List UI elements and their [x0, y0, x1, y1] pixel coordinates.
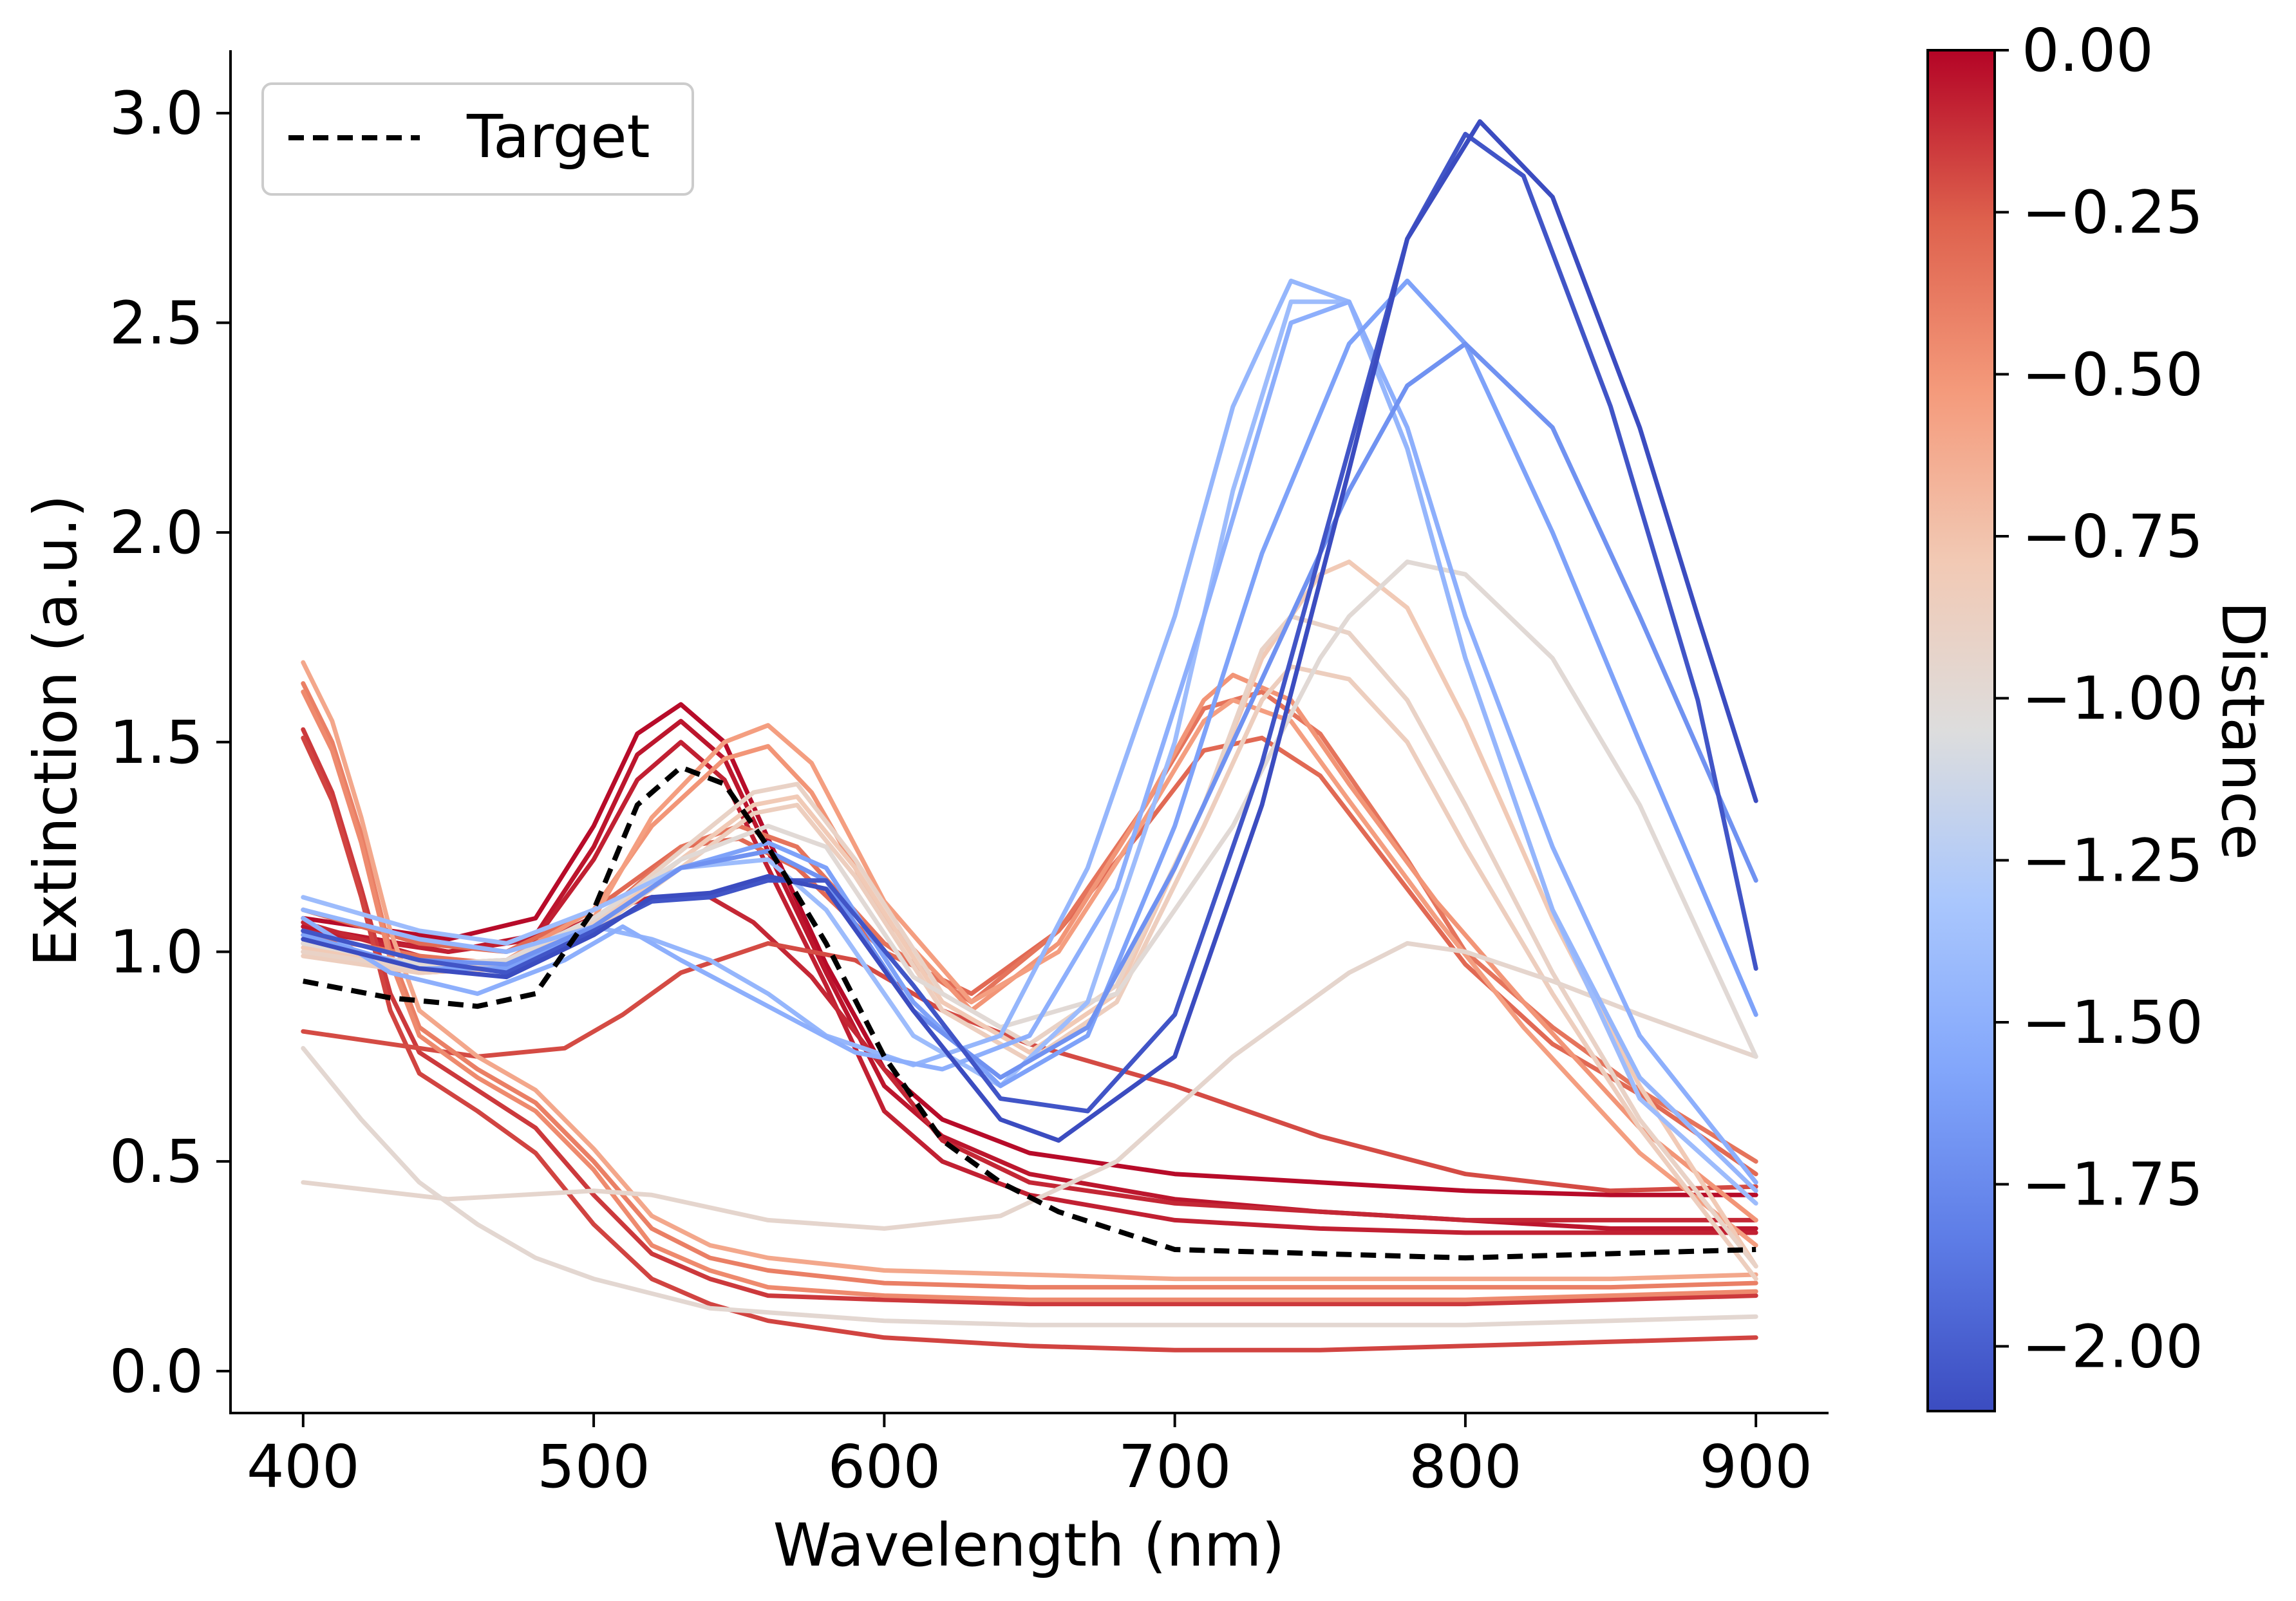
- colorbar-tick-label: −2.00: [2022, 1312, 2203, 1381]
- colorbar: 0.00 −0.25 −0.50 −0.75 −1.00 −1.25 −1.50 −1.75 −…: [1926, 16, 2277, 1412]
- series-line-23: [301, 299, 1758, 1185]
- colorbar-ticks: 0.00 −0.25 −0.50 −0.75 −1.00 −1.25 −1.50 −1.75 −…: [1995, 16, 2203, 1381]
- y-tick-label: 2.0: [109, 498, 203, 567]
- series-line-19: [301, 1045, 1758, 1327]
- x-tick-label: 800: [1409, 1432, 1522, 1501]
- y-tick-label: 3.0: [109, 79, 203, 148]
- x-tick-label: 900: [1699, 1432, 1812, 1501]
- series-line-25: [301, 341, 1758, 1080]
- series-line-20: [301, 559, 1758, 1059]
- target-line: [303, 764, 1756, 1261]
- series-line-27: [301, 119, 1758, 1143]
- series-line-5: [301, 727, 1758, 1307]
- y-tick-label: 2.5: [109, 288, 203, 357]
- colorbar-tick-label: −1.75: [2022, 1150, 2203, 1219]
- x-axis-label: Wavelength (nm): [773, 1511, 1285, 1580]
- series-line-26: [301, 131, 1758, 1114]
- series-line-1: [301, 702, 1758, 1197]
- y-tick-label: 1.5: [109, 708, 203, 777]
- data-series: [301, 119, 1758, 1353]
- y-tick-label: 0.5: [109, 1127, 203, 1196]
- series-line-9: [301, 689, 1758, 1164]
- y-axis-label: Extinction (a.u.): [21, 494, 90, 967]
- y-tick-label: 1.0: [109, 917, 203, 986]
- y-ticks: 0.0 0.5 1.0 1.5 2.0 2.5 3.0: [109, 79, 231, 1406]
- colorbar-tick-label: −1.50: [2022, 988, 2203, 1057]
- colorbar-tick-label: −1.25: [2022, 826, 2203, 895]
- series-line-3: [301, 740, 1758, 1235]
- colorbar-tick-label: −0.25: [2022, 178, 2203, 247]
- series-line-15: [301, 559, 1758, 1269]
- series-line-13: [301, 698, 1758, 1248]
- x-tick-label: 600: [828, 1432, 941, 1501]
- colorbar-tick-label: −0.75: [2022, 502, 2203, 571]
- x-tick-label: 400: [247, 1432, 360, 1501]
- x-tick-label: 700: [1118, 1432, 1232, 1501]
- x-ticks: 400 500 600 700 800 900: [247, 1413, 1812, 1501]
- series-line-6: [301, 735, 1758, 1353]
- colorbar-tick-label: −0.50: [2022, 340, 2203, 409]
- colorbar-tick-label: −1.00: [2022, 664, 2203, 733]
- series-line-14: [301, 660, 1758, 1282]
- legend-target-label: Target: [466, 102, 650, 171]
- legend: Target: [261, 82, 694, 196]
- series-line-16: [301, 664, 1758, 1282]
- legend-box: [261, 82, 694, 196]
- series-line-11: [301, 689, 1758, 1302]
- y-tick-label: 0.0: [109, 1337, 203, 1406]
- series-line-18: [301, 941, 1758, 1231]
- colorbar-tick-label: 0.00: [2022, 16, 2154, 85]
- x-tick-label: 500: [537, 1432, 650, 1501]
- colorbar-label: Distance: [2208, 601, 2277, 860]
- colorbar-gradient: [1926, 49, 1996, 1412]
